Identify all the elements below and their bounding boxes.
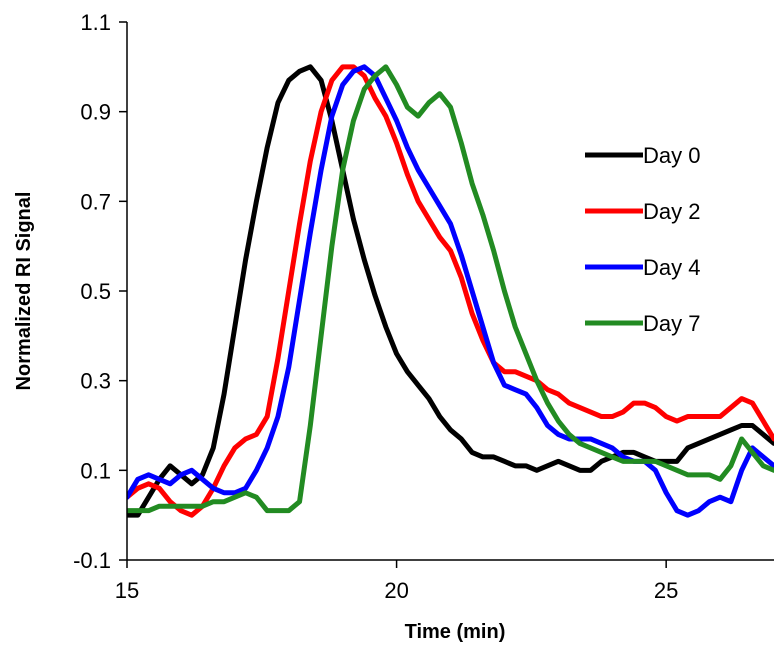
legend-label-day-2: Day 2 xyxy=(643,199,700,224)
y-axis-title: Normalized RI Signal xyxy=(13,192,35,391)
y-tick-label: -0.1 xyxy=(73,548,111,573)
legend-label-day-7: Day 7 xyxy=(643,311,700,336)
y-tick-label: 0.1 xyxy=(80,458,111,483)
series-line-day-0 xyxy=(127,64,774,518)
legend: Day 0 Day 2 Day 4 Day 7 xyxy=(585,143,700,336)
x-axis-title: Time (min) xyxy=(405,621,506,643)
series-line-day-2 xyxy=(127,64,774,518)
x-tick-label: 15 xyxy=(115,578,139,603)
y-tick-label: 0.9 xyxy=(80,100,111,125)
y-tick-label: 0.3 xyxy=(80,369,111,394)
y-ticks: -0.1 0.1 0.3 0.5 0.7 0.9 1.1 xyxy=(73,10,127,573)
plot-area xyxy=(127,64,774,518)
legend-label-day-4: Day 4 xyxy=(643,255,700,280)
x-tick-label: 20 xyxy=(384,578,408,603)
legend-label-day-0: Day 0 xyxy=(643,143,700,168)
y-tick-label: 1.1 xyxy=(80,10,111,35)
axes xyxy=(126,22,774,561)
x-tick-label: 25 xyxy=(654,578,678,603)
x-ticks: 15 20 25 xyxy=(115,560,678,603)
y-tick-label: 0.7 xyxy=(80,189,111,214)
series-line-day-7 xyxy=(127,64,774,514)
y-tick-label: 0.5 xyxy=(80,279,111,304)
series-line-day-4 xyxy=(127,64,774,518)
